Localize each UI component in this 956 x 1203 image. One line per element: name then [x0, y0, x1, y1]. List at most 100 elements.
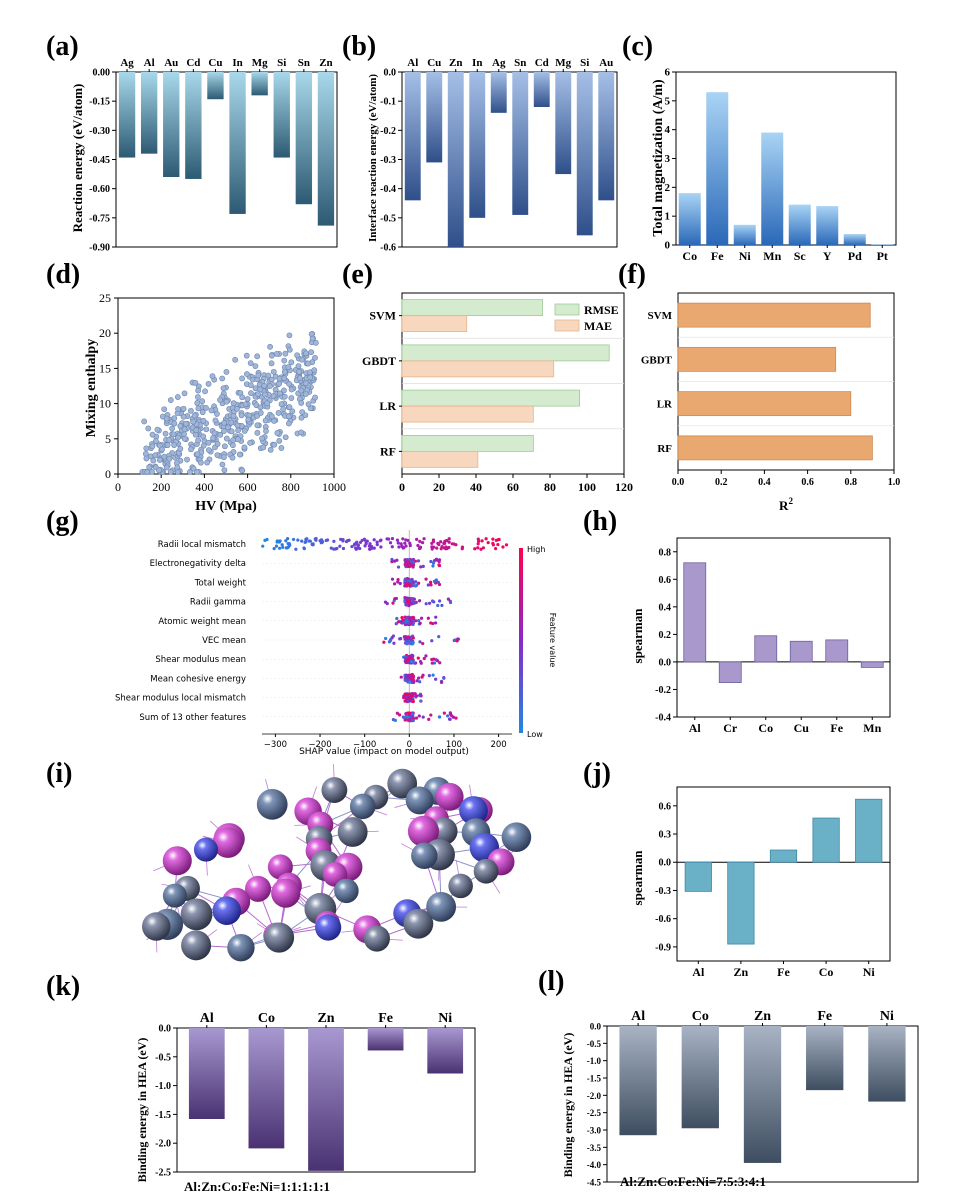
shap-point	[432, 657, 436, 661]
y-tick-label: 0.2	[659, 630, 672, 641]
category-label: LR	[657, 399, 673, 411]
bar-mae-gbdt	[401, 360, 555, 378]
scatter-point	[180, 413, 187, 420]
bar-rf	[677, 435, 873, 461]
shap-point	[401, 621, 405, 625]
category-label: Si	[580, 57, 589, 69]
bar-ag	[490, 72, 507, 113]
shap-point	[319, 538, 324, 542]
scatter-point	[282, 434, 289, 441]
bar-al	[188, 1028, 225, 1120]
panel-e-chart: 0 20 40 60 80 100 120 SVM GBDT LR RF RMSE MAE	[362, 292, 633, 494]
bar-ni	[733, 224, 756, 245]
bar-cu	[207, 72, 224, 100]
category-label: Y	[823, 249, 832, 263]
scatter-point	[261, 382, 268, 389]
scatter-point	[170, 431, 177, 438]
shap-point	[383, 600, 388, 604]
bar-zn	[317, 72, 335, 226]
scatter-point	[302, 380, 309, 387]
y-tick-label: -4.5	[587, 1178, 602, 1188]
scatter-point	[242, 401, 249, 408]
shap-point	[406, 538, 410, 543]
category-label: Ni	[739, 249, 752, 263]
y-tick-label: -2.5	[155, 1168, 171, 1179]
shap-point	[406, 621, 411, 625]
scatter-point	[285, 413, 292, 420]
shap-point	[384, 636, 388, 641]
y-tick-label: -3.5	[587, 1143, 602, 1153]
atom	[337, 817, 368, 847]
shap-point	[344, 539, 349, 544]
shap-point	[395, 616, 399, 621]
scatter-point	[276, 390, 283, 397]
category-label: Sn	[298, 57, 310, 69]
scatter-point	[286, 404, 293, 411]
shap-point	[430, 599, 435, 603]
y-tick-label: -4.0	[587, 1160, 602, 1170]
shap-point	[414, 584, 418, 588]
shap-point	[496, 542, 500, 547]
scatter-point	[188, 446, 194, 453]
shap-point	[429, 713, 433, 717]
shap-point	[411, 692, 415, 696]
panel-b-ylabel: Interface reaction energy (eV/atom)	[367, 74, 379, 242]
shap-point	[419, 699, 423, 703]
category-label: Ag	[492, 57, 506, 69]
shap-point	[404, 561, 408, 566]
scatter-point	[247, 439, 253, 446]
category-label: Pd	[848, 249, 862, 263]
shap-point	[435, 546, 439, 550]
scatter-point	[171, 442, 178, 448]
shap-point	[479, 547, 483, 551]
shap-point	[288, 543, 292, 547]
atom	[349, 793, 376, 820]
shap-point	[408, 680, 412, 684]
scatter-point	[281, 387, 287, 394]
scatter-point	[306, 369, 313, 376]
scatter-point	[174, 464, 181, 471]
panel-k-chart: Binding energy in HEA (eV) Al:Zn:Co:Fe:N…	[135, 1011, 476, 1194]
scatter-point	[156, 467, 162, 474]
shap-point	[409, 563, 413, 567]
category-label: Ag	[120, 57, 134, 69]
shap-point	[436, 541, 440, 545]
scatter-point	[221, 419, 228, 426]
shap-point	[296, 538, 300, 542]
shap-point	[294, 547, 298, 551]
scatter-point	[191, 412, 198, 419]
shap-point	[395, 538, 400, 542]
category-label: Co	[819, 965, 834, 979]
scatter-point	[194, 451, 201, 458]
bar-ni	[855, 798, 883, 863]
scatter-point	[187, 468, 193, 475]
y-tick-label: -0.75	[89, 213, 110, 224]
x-tick-label: 100	[446, 740, 462, 750]
panel-label-b: (b)	[342, 31, 376, 62]
category-label: Cu	[794, 721, 810, 735]
shap-point	[403, 635, 407, 639]
shap-point	[434, 658, 438, 662]
y-tick-label: -0.6	[655, 914, 671, 925]
y-tick-label: 0.00	[93, 68, 111, 79]
x-tick-label: 800	[282, 480, 300, 494]
scatter-point	[217, 431, 224, 438]
category-label: Zn	[734, 965, 749, 979]
y-tick-label: -0.4	[380, 184, 396, 195]
shap-point	[439, 547, 443, 551]
shap-point	[426, 616, 430, 620]
bar-cu	[426, 72, 443, 163]
shap-point	[274, 544, 279, 548]
legend-label: MAE	[584, 319, 612, 333]
scatter-point	[236, 451, 243, 458]
atom	[426, 891, 457, 922]
y-tick-label: 10	[99, 397, 111, 411]
category-label: Zn	[754, 1009, 771, 1024]
scatter-point	[209, 373, 216, 380]
scatter-point	[153, 438, 159, 444]
scatter-point	[303, 350, 309, 357]
atom	[363, 925, 390, 952]
shap-point	[446, 714, 450, 718]
atom	[264, 922, 295, 953]
